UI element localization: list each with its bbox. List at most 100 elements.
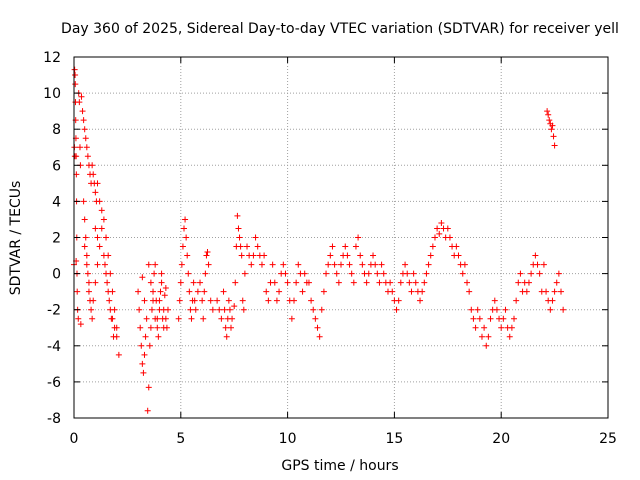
- data-point: [176, 297, 183, 304]
- data-point: [164, 306, 171, 313]
- data-point: [344, 252, 351, 259]
- data-point: [248, 261, 255, 268]
- data-point: [412, 279, 419, 286]
- data-point: [76, 144, 83, 151]
- y-tick-label: 0: [52, 267, 61, 283]
- data-point: [222, 324, 229, 331]
- data-point: [72, 81, 79, 88]
- data-point: [352, 243, 359, 250]
- data-point: [410, 270, 417, 277]
- data-point: [142, 333, 149, 340]
- data-point: [389, 288, 396, 295]
- data-point: [276, 288, 283, 295]
- data-point: [207, 297, 214, 304]
- x-tick-label: 10: [279, 431, 297, 447]
- x-tick-label: 20: [492, 431, 510, 447]
- data-point: [77, 321, 84, 328]
- data-point: [84, 270, 91, 277]
- data-point: [107, 306, 114, 313]
- data-point: [338, 261, 344, 268]
- data-point: [335, 279, 342, 286]
- data-point: [395, 297, 402, 304]
- data-point: [506, 333, 513, 340]
- data-point: [163, 324, 170, 331]
- data-point: [261, 252, 268, 259]
- data-point: [226, 306, 233, 313]
- data-point: [194, 288, 201, 295]
- y-tick-label: -2: [47, 303, 61, 319]
- data-point: [378, 261, 385, 268]
- data-point: [104, 279, 111, 286]
- data-point: [523, 288, 530, 295]
- data-point: [560, 306, 567, 313]
- data-point: [225, 297, 232, 304]
- data-point: [284, 279, 291, 286]
- data-point: [161, 292, 168, 299]
- data-point: [485, 333, 492, 340]
- data-point: [282, 270, 289, 277]
- data-point: [314, 324, 321, 331]
- data-point: [393, 306, 400, 313]
- data-point: [78, 93, 85, 100]
- data-point: [148, 306, 155, 313]
- data-point: [434, 225, 441, 232]
- data-point: [342, 243, 349, 250]
- data-point: [545, 111, 552, 118]
- data-point: [146, 342, 153, 349]
- data-point: [199, 297, 206, 304]
- data-point: [427, 252, 434, 259]
- data-point: [72, 72, 79, 79]
- data-point: [143, 315, 150, 322]
- data-point: [150, 288, 157, 295]
- data-point: [98, 225, 105, 232]
- data-point: [238, 252, 245, 259]
- data-point: [429, 243, 436, 250]
- data-point: [265, 297, 272, 304]
- data-point: [491, 297, 498, 304]
- data-point: [536, 270, 543, 277]
- data-point: [466, 288, 473, 295]
- data-point: [216, 306, 223, 313]
- data-point: [493, 306, 500, 313]
- data-point: [200, 315, 207, 322]
- data-point: [90, 171, 97, 178]
- y-tick-label: 2: [52, 231, 61, 247]
- data-point: [241, 270, 248, 277]
- data-point: [108, 315, 115, 322]
- data-point: [83, 252, 90, 259]
- x-tick-label: 0: [70, 431, 79, 447]
- data-point: [89, 162, 96, 169]
- data-point: [380, 270, 387, 277]
- data-point: [236, 234, 243, 241]
- y-tick-label: 6: [52, 158, 61, 174]
- data-point: [487, 315, 494, 322]
- data-point: [184, 252, 191, 259]
- data-point: [446, 234, 453, 241]
- data-point: [546, 117, 553, 124]
- y-tick-label: -8: [47, 411, 61, 427]
- data-point: [234, 212, 241, 219]
- data-point: [549, 122, 556, 129]
- data-point: [205, 261, 212, 268]
- grid-lines: [74, 57, 608, 418]
- data-point: [141, 351, 148, 358]
- data-point: [423, 270, 430, 277]
- data-point: [438, 220, 445, 227]
- data-point: [549, 297, 556, 304]
- data-point: [162, 285, 169, 292]
- data-point: [363, 279, 370, 286]
- data-point: [461, 261, 468, 268]
- data-point: [85, 279, 92, 286]
- data-point: [185, 270, 192, 277]
- data-point: [82, 234, 89, 241]
- data-point: [201, 288, 208, 295]
- data-point: [476, 315, 483, 322]
- data-point: [468, 306, 475, 313]
- x-tick-label: 25: [599, 431, 617, 447]
- data-point: [181, 225, 188, 232]
- data-point: [288, 315, 295, 322]
- data-points: [71, 66, 567, 414]
- data-point: [547, 306, 554, 313]
- data-point: [100, 252, 107, 259]
